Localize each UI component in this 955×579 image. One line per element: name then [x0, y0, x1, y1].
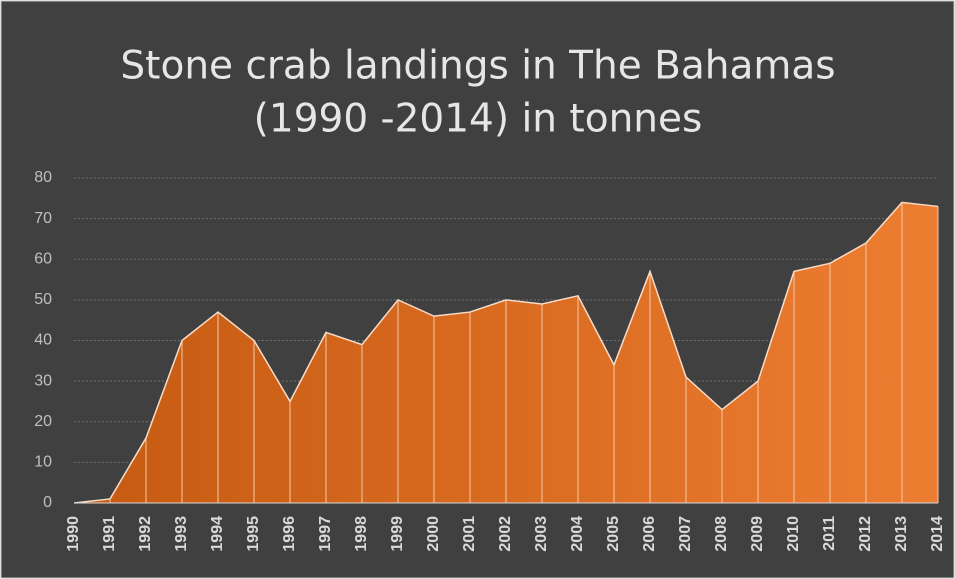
- x-tick-label: 2007: [677, 516, 694, 552]
- y-tick-label: 30: [34, 372, 52, 389]
- chart-title: Stone crab landings in The Bahamas: [120, 44, 835, 89]
- x-tick-label: 2014: [929, 516, 946, 552]
- x-tick-label: 1992: [137, 516, 154, 552]
- x-tick-label: 2010: [785, 516, 802, 552]
- x-tick-label: 2013: [893, 516, 910, 552]
- x-tick-label: 1995: [245, 516, 262, 552]
- x-tick-label: 2008: [713, 516, 730, 552]
- x-tick-label: 1999: [389, 516, 406, 552]
- x-tick-label: 2011: [821, 516, 838, 551]
- x-tick-label: 1990: [65, 516, 82, 552]
- y-tick-label: 10: [34, 454, 52, 471]
- x-tick-label: 2002: [497, 516, 514, 552]
- x-tick-label: 1996: [281, 516, 298, 552]
- x-tick-label: 1993: [173, 516, 190, 552]
- x-tick-label: 2009: [749, 516, 766, 552]
- x-tick-label: 2006: [641, 516, 658, 552]
- x-tick-label: 2003: [533, 516, 550, 552]
- y-tick-label: 50: [34, 291, 52, 308]
- x-tick-label: 1998: [353, 516, 370, 552]
- x-tick-label: 1991: [101, 516, 118, 552]
- x-tick-label: 2012: [857, 516, 874, 552]
- y-tick-label: 40: [34, 332, 52, 349]
- x-tick-label: 1997: [317, 516, 334, 552]
- y-tick-label: 80: [34, 169, 52, 186]
- y-tick-label: 60: [34, 250, 52, 267]
- x-tick-label: 2005: [605, 516, 622, 552]
- y-tick-label: 70: [34, 210, 52, 227]
- x-tick-label: 2004: [569, 516, 586, 552]
- y-tick-label: 0: [43, 494, 52, 511]
- x-tick-label: 1994: [209, 516, 226, 552]
- x-tick-label: 2000: [425, 516, 442, 552]
- y-tick-label: 20: [34, 413, 52, 430]
- x-tick-label: 2001: [461, 516, 478, 552]
- chart-title: (1990 -2014) in tonnes: [254, 97, 703, 142]
- area-outline: [73, 201, 939, 504]
